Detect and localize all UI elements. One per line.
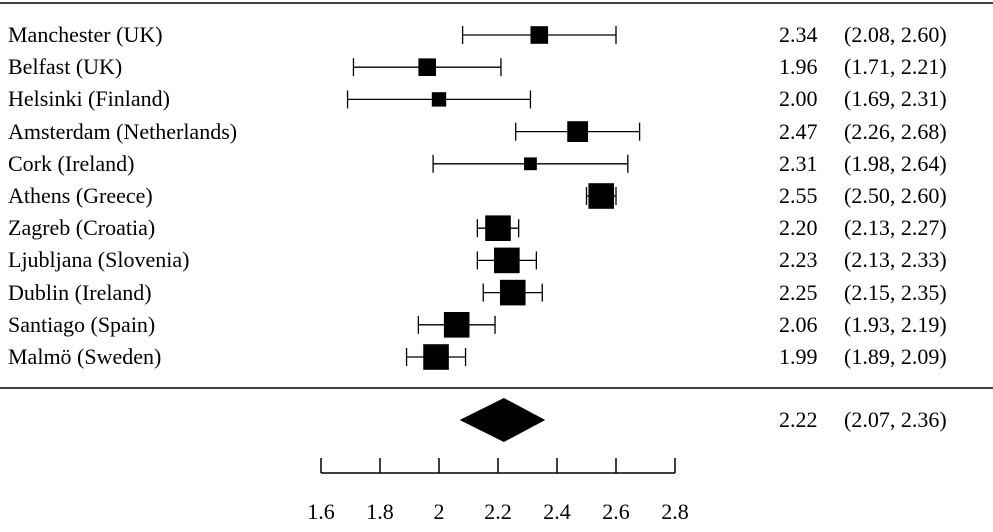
study-label: Malmö (Sweden) bbox=[8, 344, 162, 369]
point-estimate bbox=[443, 312, 470, 338]
point-estimate bbox=[494, 247, 520, 274]
estimate-value: 2.34 bbox=[779, 22, 818, 47]
estimate-value: 2.31 bbox=[779, 150, 818, 176]
study-label: Cork (Ireland) bbox=[8, 150, 135, 176]
estimate-value: 1.96 bbox=[779, 54, 818, 80]
x-tick-label: 1.8 bbox=[366, 499, 394, 524]
estimate-value: 2.55 bbox=[779, 183, 818, 208]
pooled-estimate-group bbox=[459, 398, 546, 442]
estimate-value: 2.00 bbox=[779, 86, 818, 112]
study-label: Dublin (Ireland) bbox=[8, 279, 152, 305]
study-label: Zagreb (Croatia) bbox=[8, 215, 156, 241]
point-estimate bbox=[423, 344, 449, 370]
point-estimate bbox=[499, 279, 526, 306]
x-tick-label: 2 bbox=[433, 499, 445, 524]
point-estimate bbox=[588, 183, 615, 209]
ci-value: (1.93, 2.19) bbox=[844, 311, 947, 337]
estimate-value: 2.25 bbox=[779, 279, 818, 305]
x-tick-label: 2.6 bbox=[602, 499, 630, 524]
study-label: Athens (Greece) bbox=[8, 183, 153, 208]
point-estimate bbox=[567, 121, 589, 142]
x-tick-label: 1.6 bbox=[307, 499, 335, 524]
x-tick-label: 2.4 bbox=[543, 499, 571, 524]
ci-value: (2.08, 2.60) bbox=[844, 22, 947, 47]
estimate-value: 2.20 bbox=[779, 215, 818, 241]
study-label: Amsterdam (Netherlands) bbox=[8, 118, 238, 144]
study-label: Manchester (UK) bbox=[8, 22, 163, 47]
ci-value: (2.13, 2.27) bbox=[844, 215, 947, 241]
estimate-value: 2.47 bbox=[779, 118, 818, 144]
pooled-diamond bbox=[459, 398, 546, 442]
x-tick-label: 2.8 bbox=[661, 499, 689, 524]
point-estimate bbox=[418, 58, 436, 76]
estimate-value: 2.06 bbox=[779, 311, 818, 337]
pooled-ci-value: (2.07, 2.36) bbox=[844, 407, 947, 432]
x-axis bbox=[320, 458, 676, 474]
ci-value: (2.15, 2.35) bbox=[844, 279, 947, 305]
study-label: Helsinki (Finland) bbox=[8, 86, 170, 112]
estimate-value: 1.99 bbox=[779, 344, 818, 369]
ci-value: (1.71, 2.21) bbox=[844, 54, 947, 80]
ci-value: (1.98, 2.64) bbox=[844, 150, 947, 176]
x-tick-label: 2.2 bbox=[484, 499, 512, 524]
ci-value: (2.50, 2.60) bbox=[844, 183, 947, 208]
ci-value: (1.89, 2.09) bbox=[844, 344, 947, 369]
ci-value: (1.69, 2.31) bbox=[844, 86, 947, 112]
ci-value: (2.26, 2.68) bbox=[844, 118, 947, 144]
point-estimate bbox=[530, 26, 549, 44]
point-estimate bbox=[485, 215, 511, 241]
study-label: Ljubljana (Slovenia) bbox=[8, 247, 190, 273]
study-label: Belfast (UK) bbox=[8, 54, 123, 80]
estimate-value: 2.23 bbox=[779, 247, 818, 273]
point-estimate bbox=[524, 157, 537, 171]
study-marks bbox=[346, 26, 641, 370]
point-estimate bbox=[431, 92, 447, 107]
study-label: Santiago (Spain) bbox=[8, 311, 156, 337]
pooled-estimate-value: 2.22 bbox=[779, 407, 818, 432]
ci-value: (2.13, 2.33) bbox=[844, 247, 947, 273]
